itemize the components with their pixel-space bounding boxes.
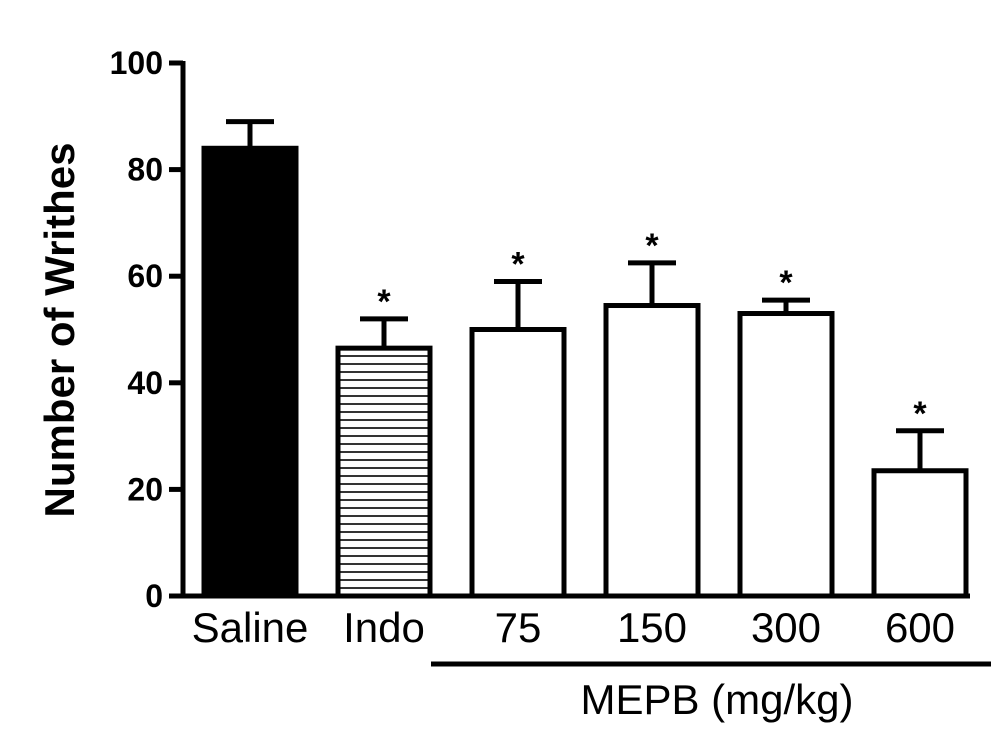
x-tick-label: 300 [751, 604, 821, 651]
group-label: MEPB (mg/kg) [580, 676, 853, 723]
x-tick-label: 75 [495, 604, 542, 651]
x-tick-label: 600 [885, 604, 955, 651]
y-tick-label: 100 [110, 45, 163, 81]
significance-marker: * [511, 246, 525, 284]
bar-Saline [201, 145, 299, 599]
x-tick-label: 150 [617, 604, 687, 651]
significance-marker: * [913, 395, 927, 433]
bar-75 [469, 327, 567, 599]
x-tick-label: Saline [192, 604, 309, 651]
x-axis-labels: Saline Indo 75 150 300 600 [192, 604, 955, 651]
y-axis-label: Number of Writhes [36, 143, 83, 518]
significance-marker: * [377, 283, 391, 321]
bar-300 [737, 311, 835, 599]
bar-600 [871, 468, 969, 599]
bar-150 [603, 303, 701, 599]
bar-Indo [335, 345, 433, 599]
y-axis: 0 20 40 60 80 100 [110, 45, 970, 614]
x-tick-label: Indo [343, 604, 425, 651]
y-tick-label: 80 [127, 152, 163, 188]
significance-marker: * [645, 227, 659, 265]
bars: * * * * * [201, 119, 969, 599]
y-tick-label: 20 [127, 471, 163, 507]
y-tick-label: 40 [127, 365, 163, 401]
significance-marker: * [779, 264, 793, 302]
group-bracket: MEPB (mg/kg) [431, 661, 991, 723]
y-tick-label: 60 [127, 258, 163, 294]
y-tick-label: 0 [145, 578, 163, 614]
